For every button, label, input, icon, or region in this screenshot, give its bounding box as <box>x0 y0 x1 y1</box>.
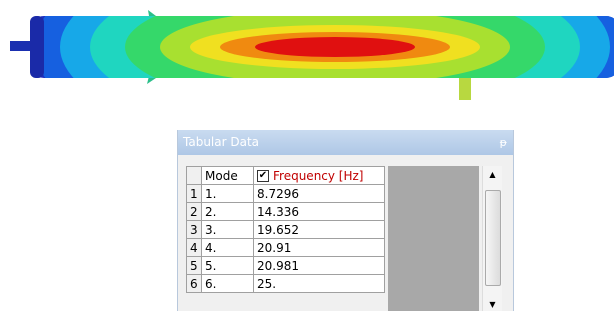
cell: 5. <box>202 257 254 275</box>
checkbox[interactable]: ✔ <box>257 170 269 182</box>
corner-cell <box>187 167 202 185</box>
row-number: 6 <box>187 275 202 293</box>
cell: 20.981 <box>254 257 385 275</box>
cell: 8.7296 <box>254 185 385 203</box>
cell: 4. <box>202 239 254 257</box>
cell: 25. <box>254 275 385 293</box>
scroll-down[interactable]: ▼ <box>483 300 502 309</box>
cell: 3. <box>202 221 254 239</box>
row-number: 5 <box>187 257 202 275</box>
cell: 14.336 <box>254 203 385 221</box>
row-number: 3 <box>187 221 202 239</box>
contour <box>30 0 614 120</box>
header-text: Frequency [Hz] <box>273 169 364 183</box>
scroll-up[interactable]: ▲ <box>483 170 502 179</box>
cell: 2. <box>202 203 254 221</box>
header-cell: Mode <box>202 167 254 185</box>
row-number: 1 <box>187 185 202 203</box>
panel-title: Tabular Data <box>178 130 513 155</box>
cell: 20.91 <box>254 239 385 257</box>
cell: 6. <box>202 275 254 293</box>
pin-button[interactable]: ᵽ <box>500 130 507 155</box>
end-cap <box>30 16 44 78</box>
row-number: 2 <box>187 203 202 221</box>
cell: 19.652 <box>254 221 385 239</box>
scroll-thumb[interactable] <box>485 190 501 286</box>
cell: 1. <box>202 185 254 203</box>
scrollbar[interactable]: ▲ ▼ <box>482 166 502 311</box>
row-number: 4 <box>187 239 202 257</box>
header-row: Mode ✔ Frequency [Hz] <box>187 167 385 185</box>
screen: Tabular Data ᵽ Mode ✔ Frequency [Hz] 11.8… <box>0 0 614 311</box>
header-cell[interactable]: ✔ Frequency [Hz] <box>254 167 385 185</box>
empty-area <box>388 166 479 311</box>
stub <box>10 41 32 51</box>
model-view <box>0 0 614 120</box>
fitting <box>459 78 471 100</box>
